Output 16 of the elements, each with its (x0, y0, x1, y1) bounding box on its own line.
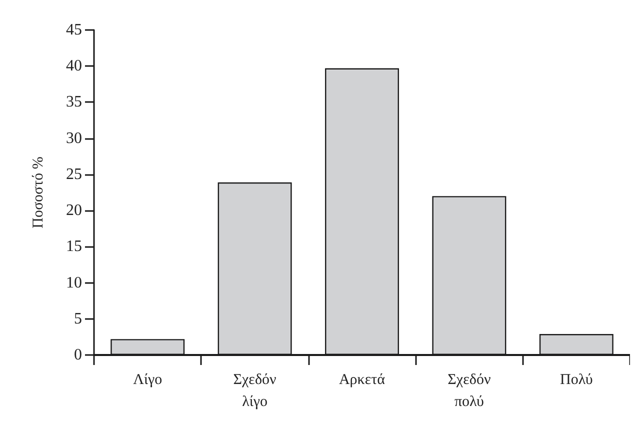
x-tick-label: Σχεδόν πολύ (448, 372, 491, 410)
y-tick-label: 0 (74, 346, 82, 364)
x-tick-label: Λίγο (133, 372, 162, 388)
x-tick-label: Πολύ (560, 372, 593, 388)
x-tick-label: Αρκετά (338, 372, 386, 388)
y-tick-label: 35 (66, 94, 82, 111)
y-tick-label: 5 (74, 310, 82, 328)
y-axis-title: Ποσοστό % (30, 156, 46, 228)
y-tick-label: 20 (66, 202, 82, 220)
y-tick-label: 45 (66, 22, 82, 38)
x-tick-label: Σχεδόν λίγο (233, 372, 277, 410)
y-tick-label: 10 (66, 274, 82, 292)
y-tick-label: 30 (66, 130, 82, 147)
y-tick-label: 25 (66, 166, 82, 183)
y-tick-label: 15 (66, 238, 82, 256)
y-tick-label: 40 (66, 58, 82, 75)
